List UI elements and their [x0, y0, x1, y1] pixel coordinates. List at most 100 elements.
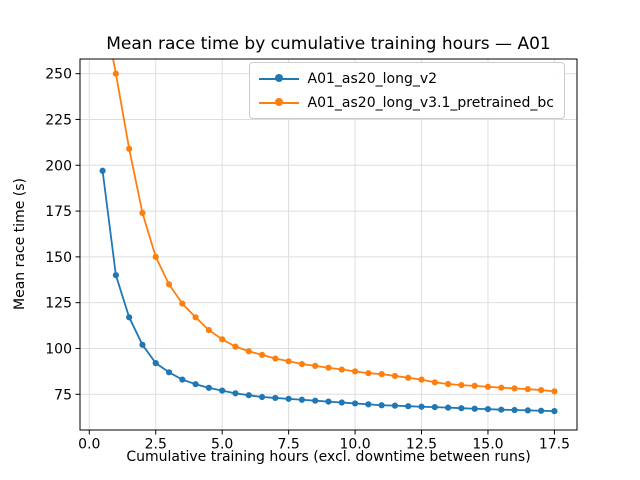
data-point	[405, 403, 412, 410]
data-point	[365, 370, 372, 377]
data-point	[112, 70, 119, 77]
legend-entry-v31-pretrained: A01_as20_long_v3.1_pretrained_bc	[258, 93, 554, 112]
data-point	[538, 386, 545, 394]
data-point	[498, 406, 505, 413]
tick-marks	[75, 73, 555, 435]
data-point	[551, 408, 558, 415]
data-point	[165, 281, 173, 288]
series-A01_as20_long_v3.1_pretrained_bc	[99, 1, 558, 395]
data-point	[325, 398, 332, 405]
data-point	[498, 384, 505, 391]
y-axis-label: Mean race time (s)	[12, 178, 28, 310]
data-point	[405, 374, 412, 381]
data-point	[205, 327, 213, 334]
data-point	[152, 253, 159, 260]
data-point	[458, 405, 465, 412]
data-point	[298, 396, 306, 403]
data-point	[391, 402, 399, 409]
x-tick-label: 5.0	[211, 437, 233, 453]
data-point	[165, 369, 173, 376]
x-tick-label: 0.0	[78, 437, 100, 453]
x-axis-label: Cumulative training hours (excl. downtim…	[126, 449, 531, 465]
x-tick-label: 10.0	[339, 437, 370, 453]
data-point	[192, 314, 199, 321]
data-point	[458, 382, 465, 389]
legend-entry-v2: A01_as20_long_v2	[258, 69, 554, 88]
data-point	[444, 404, 452, 411]
data-point	[245, 392, 252, 399]
x-tick-label: 7.5	[278, 437, 300, 453]
data-point	[126, 314, 133, 321]
y-tick-label: 250	[45, 67, 72, 83]
data-point	[232, 343, 239, 350]
data-point	[351, 368, 359, 375]
data-point	[444, 380, 452, 388]
data-point	[418, 403, 425, 410]
data-point	[152, 360, 159, 367]
data-point	[325, 364, 332, 371]
data-point	[524, 386, 531, 393]
data-point	[139, 341, 146, 348]
data-point	[219, 387, 226, 394]
legend-line-marker-blue	[258, 69, 299, 88]
data-point	[524, 407, 531, 414]
data-point	[272, 355, 279, 362]
y-tick-label: 100	[45, 341, 72, 357]
gridlines	[80, 59, 577, 430]
x-tick-label: 2.5	[145, 437, 167, 453]
data-point	[179, 376, 186, 383]
data-point	[391, 372, 399, 380]
data-point	[312, 397, 319, 404]
data-point	[192, 381, 199, 388]
y-tick-label: 150	[45, 250, 72, 266]
data-point	[338, 399, 345, 406]
data-point	[126, 145, 133, 152]
data-point	[471, 382, 478, 389]
data-point	[484, 406, 492, 413]
legend-label-v31-pretrained: A01_as20_long_v3.1_pretrained_bc	[307, 94, 554, 111]
data-point	[551, 388, 558, 395]
data-point	[378, 371, 385, 378]
data-point	[285, 358, 292, 365]
data-point	[431, 379, 438, 386]
data-point	[511, 406, 518, 414]
y-tick-label: 200	[45, 158, 72, 174]
legend: A01_as20_long_v2 A01_as20_long_v3.1_pret…	[248, 62, 565, 119]
y-tick-label: 75	[54, 387, 72, 403]
data-point	[205, 384, 213, 391]
y-tick-label: 125	[45, 296, 72, 312]
legend-label-v2: A01_as20_long_v2	[307, 70, 438, 87]
tick-labels: 0.0 2.5 5.0 7.5 10.0 12.5 15.0 17.5 75 100 125 150 1…	[45, 67, 570, 453]
data-point	[418, 376, 425, 383]
data-point	[258, 351, 266, 358]
data-point	[219, 336, 226, 343]
data-point	[351, 400, 359, 407]
legend-line-marker-orange	[258, 93, 299, 112]
x-tick-label: 15.0	[472, 437, 503, 453]
data-point	[431, 403, 438, 411]
axes-spines	[79, 58, 578, 431]
data-point	[312, 362, 319, 369]
data-point	[99, 1, 105, 7]
data-point	[139, 209, 146, 216]
x-tick-label: 17.5	[539, 437, 570, 453]
data-point	[298, 360, 306, 368]
data-point	[272, 394, 279, 402]
data-point	[112, 272, 119, 279]
series-A01_as20_long_v2	[99, 167, 558, 415]
data-point	[179, 300, 186, 307]
data-point	[285, 395, 292, 402]
data-point	[338, 366, 345, 373]
data-point	[471, 405, 478, 412]
data-point	[538, 407, 545, 414]
data-point	[258, 393, 266, 401]
data-point	[99, 167, 106, 174]
data-point	[232, 390, 239, 397]
y-tick-label: 175	[45, 204, 72, 220]
chart-title: Mean race time by cumulative training ho…	[106, 34, 551, 54]
data-point	[245, 348, 252, 355]
data-point	[365, 401, 372, 408]
y-tick-label: 225	[45, 112, 72, 128]
